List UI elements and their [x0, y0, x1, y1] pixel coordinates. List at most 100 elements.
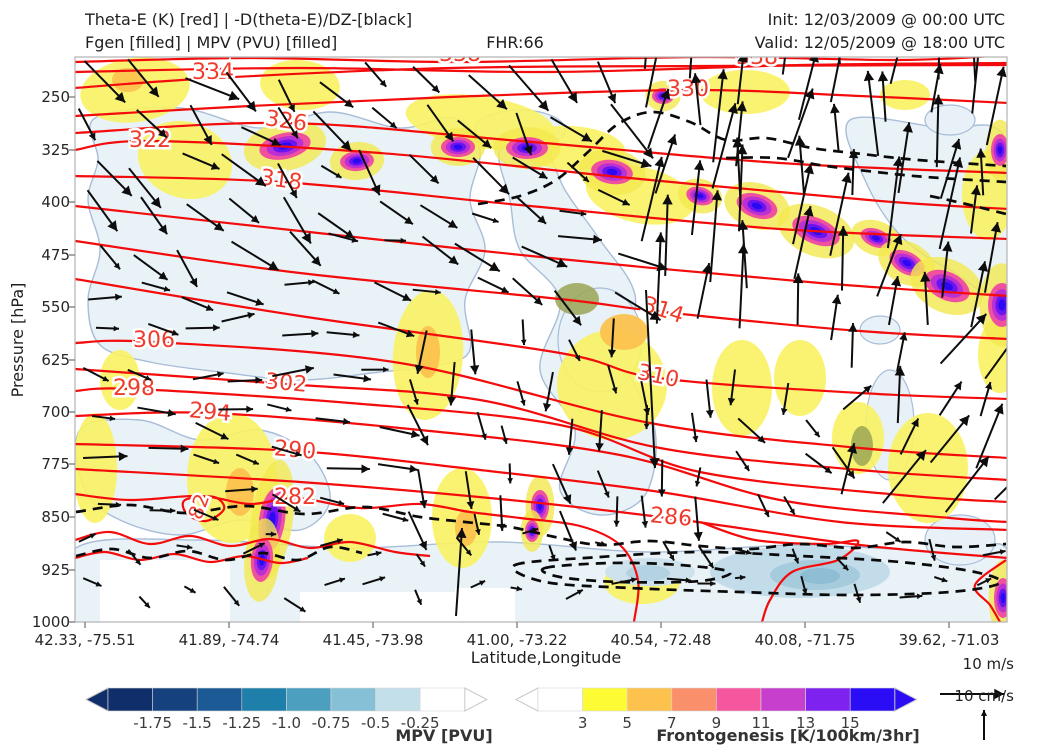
wind-arrow-head: [113, 325, 119, 332]
x-tick-label: 41.45, -73.98: [322, 631, 424, 649]
theta-e-contour: [75, 339, 1007, 460]
wind-arrow: [985, 66, 1005, 146]
wind-arrow: [972, 57, 977, 82]
wind-arrow-head: [694, 480, 701, 487]
wind-arrow-head: [814, 431, 820, 438]
wind-arrow-head: [837, 226, 849, 236]
fgen-hotspot-ring: [997, 145, 1003, 155]
wind-arrow-head: [189, 587, 196, 593]
wind-arrow-head: [803, 163, 814, 175]
wind-arrow-head: [737, 220, 749, 231]
wind-arrow-head: [171, 329, 179, 336]
wind-arrow: [664, 194, 669, 276]
wind-arrow-head: [95, 581, 102, 587]
mpv-colorbar-tick-label: -0.25: [400, 714, 440, 732]
wind-arrow-head: [258, 542, 265, 549]
mpv-colorbar-segment: [330, 687, 376, 712]
wind-arrow-head: [985, 382, 993, 390]
theta-e-contour: [75, 174, 1007, 241]
wind-arrow: [738, 243, 745, 329]
wind-arrow-head: [562, 494, 572, 504]
wind-arrow-head: [444, 131, 454, 142]
mpv-colorbar-segment: [375, 687, 421, 712]
wind-arrow-head: [213, 221, 224, 231]
dtheta-dz-dashed-contour: [75, 503, 1007, 551]
wind-arrow-head: [102, 375, 109, 382]
theta-e-contour: [75, 121, 1007, 175]
wind-arrow-head: [402, 516, 409, 522]
fgen-colorbar-segment: [537, 687, 583, 712]
x-tick-label: 41.00, -73.22: [466, 631, 568, 649]
valid-time-label: Valid: 12/05/2009 @ 18:00 UTC: [754, 33, 1005, 52]
theta-e-contour: [75, 57, 994, 64]
wind-arrow: [937, 57, 941, 80]
wind-arrow-head: [299, 606, 306, 612]
wind-arrow-head: [899, 332, 908, 341]
wind-arrow-head: [863, 385, 872, 394]
wind-arrow-head: [920, 271, 931, 282]
wind-arrow-head: [831, 294, 842, 305]
wind-arrow-head: [379, 79, 387, 87]
wind-arrow: [610, 103, 654, 159]
wind-arrow: [793, 205, 812, 280]
wind-arrow-head: [267, 260, 279, 271]
wind-arrow-head: [383, 366, 389, 373]
wind-arrow-head: [158, 224, 168, 235]
wind-arrow-head: [930, 554, 937, 561]
wind-arrow: [797, 57, 817, 121]
wind-arrow-head: [556, 258, 568, 268]
wind-arrow-head: [727, 397, 736, 406]
wind-arrow-head: [846, 443, 857, 454]
wind-arrow-head: [203, 135, 212, 145]
y-tick-label: 625: [41, 351, 70, 369]
fgen-yellow-blob: [100, 350, 140, 410]
fgen-colorbar-segment: [849, 687, 896, 712]
theta-e-contour: [75, 61, 1007, 74]
wind-arrow-head: [592, 234, 602, 244]
wind-arrow-head: [745, 549, 752, 555]
wind-arrow-head: [205, 304, 214, 311]
init-time-label: Init: 12/03/2009 @ 00:00 UTC: [767, 10, 1005, 29]
wind-arrow-head: [576, 589, 583, 595]
fgen-hotspot-ring: [453, 144, 463, 150]
axes-frame: [74, 56, 1008, 623]
wind-key-vertical-label: 10 cm/s: [954, 687, 1014, 705]
wind-arrow: [929, 414, 970, 464]
wind-arrow: [688, 57, 693, 79]
contour-value-label: 330: [667, 77, 709, 102]
wind-arrow-head: [88, 132, 96, 141]
wind-arrow-head: [667, 134, 677, 146]
wind-arrow: [939, 313, 987, 365]
wind-arrow-head: [213, 324, 220, 332]
wind-arrow-head: [994, 688, 1004, 700]
wind-arrow-head: [419, 435, 429, 446]
y-tick-label: 700: [41, 403, 70, 421]
wind-arrow-head: [115, 293, 122, 301]
wind-arrow-head: [431, 84, 440, 93]
wind-arrow-head: [568, 541, 578, 551]
y-axis-label: Pressure [hPa]: [7, 282, 27, 398]
y-tick-label: 925: [41, 561, 70, 579]
mpv-colorbar-segment: [152, 687, 198, 712]
fgen-orange-blob: [416, 326, 440, 378]
wind-arrow-head: [848, 149, 859, 159]
wind-arrow-head: [246, 405, 254, 413]
wind-arrow-head: [574, 354, 580, 361]
wind-arrow-head: [595, 442, 604, 452]
mpv-colorbar-tick-label: -1.0: [271, 714, 302, 732]
wind-arrow-head: [607, 349, 617, 358]
wind-arrow: [886, 156, 901, 249]
wind-arrow-head: [567, 91, 578, 103]
wind-arrow-head: [251, 485, 258, 493]
wind-arrow: [640, 156, 663, 242]
contour-value-label: 290: [273, 436, 317, 465]
contour-value-label: 306: [133, 328, 175, 353]
wind-arrow-head: [727, 103, 738, 115]
wind-arrow-head: [793, 557, 799, 564]
wind-arrow-head: [144, 375, 151, 381]
wind-arrow-head: [285, 406, 292, 413]
wind-arrow-head: [737, 57, 748, 63]
fgen-orange-blob: [226, 468, 254, 516]
dtheta-dz-dashed-contour: [929, 194, 1007, 216]
wind-arrow-head: [115, 501, 122, 508]
